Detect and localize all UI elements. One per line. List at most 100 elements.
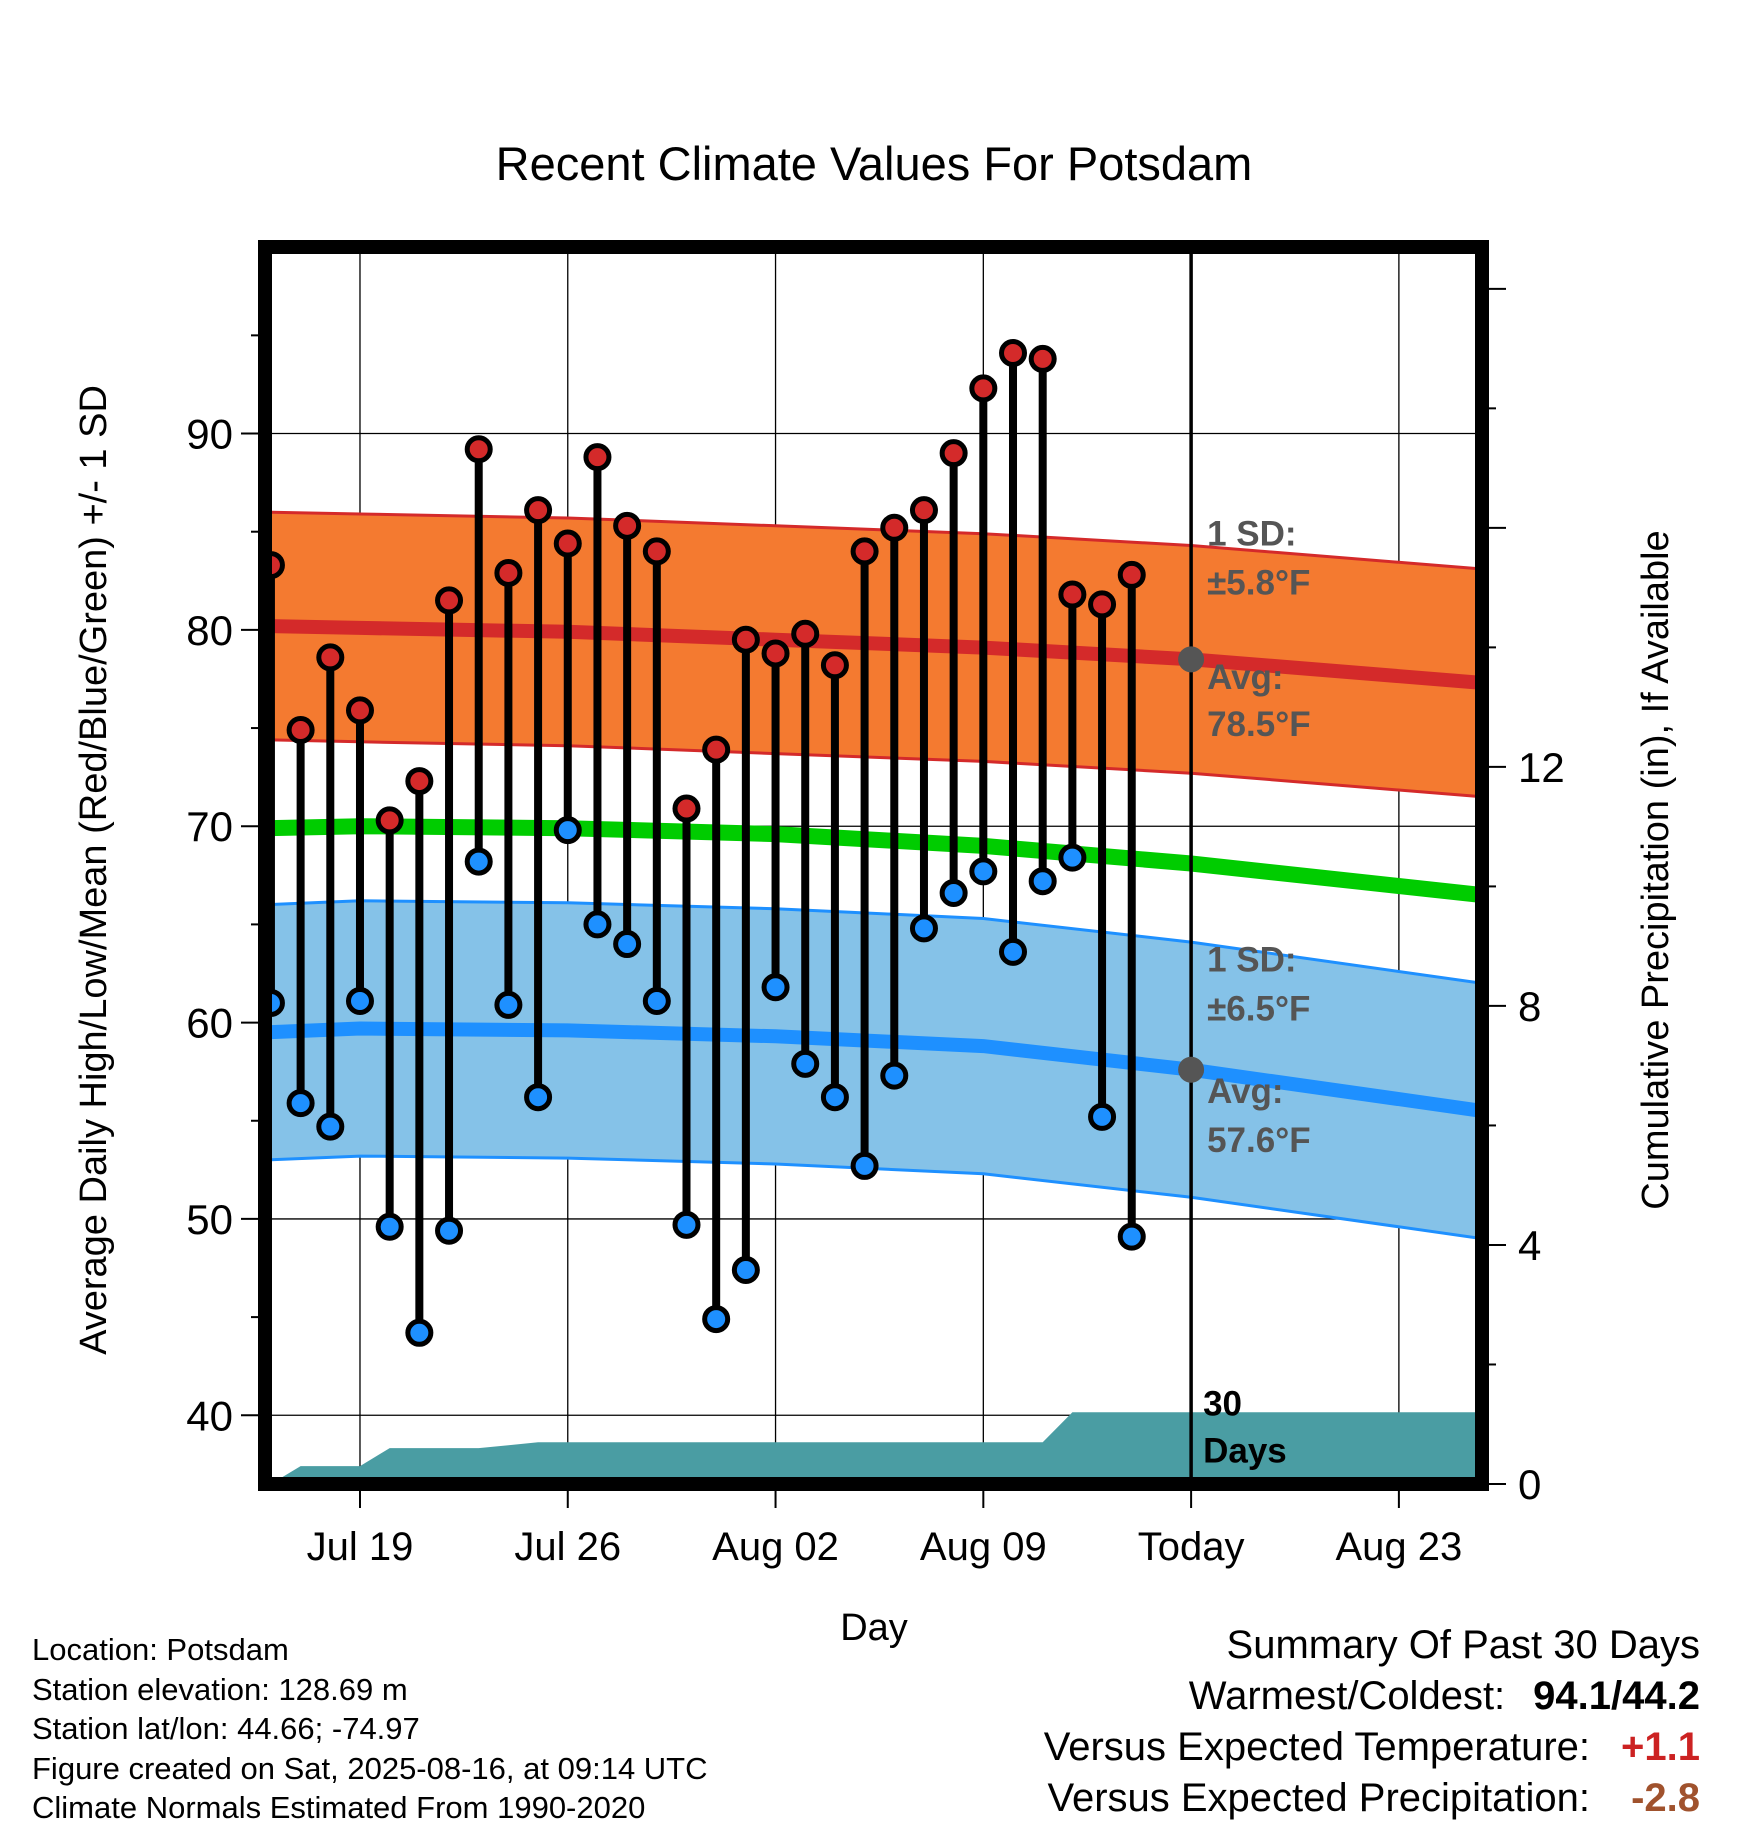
info-normals: Climate Normals Estimated From 1990-2020 <box>32 1790 646 1825</box>
high-point <box>702 735 731 764</box>
summary-precip-value: -2.8 <box>1631 1776 1700 1820</box>
window-label-days: Days <box>1203 1431 1287 1470</box>
y-tick-label: 40 <box>186 1392 233 1439</box>
low-point <box>702 1305 731 1334</box>
low-point <box>553 816 582 845</box>
summary-temp-label: Versus Expected Temperature: <box>1043 1725 1590 1769</box>
x-tick-label: Jul 19 <box>307 1525 414 1569</box>
low-point <box>405 1318 434 1347</box>
y2-axis-label: Cumulative Precipitation (in), If Availa… <box>1635 530 1677 1209</box>
high-point <box>880 513 909 542</box>
high-point <box>583 443 612 472</box>
normal-low-band <box>265 900 1482 1239</box>
high-point <box>345 696 374 725</box>
y2-tick-label: 0 <box>1518 1461 1541 1508</box>
low-point <box>642 986 671 1015</box>
low-point <box>375 1212 404 1241</box>
high-point <box>405 767 434 796</box>
info-elevation: Station elevation: 128.69 m <box>32 1671 408 1707</box>
low-point <box>1150 0 1173 12</box>
today-low-avg-marker <box>1178 1056 1205 1083</box>
x-tick-label: Aug 02 <box>712 1525 839 1569</box>
summary-panel: Summary Of Past 30 Days Warmest/Coldest:… <box>1044 1620 1700 1824</box>
low-point <box>999 937 1028 966</box>
low-avg-value: 57.6°F <box>1207 1121 1311 1160</box>
high-point <box>642 537 671 566</box>
low-point <box>1028 867 1057 896</box>
y-tick-label: 50 <box>186 1196 233 1243</box>
low-point <box>286 1089 315 1118</box>
summary-temp-row: Versus Expected Temperature: +1.1 <box>1044 1722 1700 1773</box>
low-point <box>613 930 642 959</box>
window-label-number: 30 <box>1203 1384 1242 1423</box>
high-point <box>731 625 760 654</box>
high-point <box>1058 580 1087 609</box>
high-point <box>850 537 879 566</box>
low-point <box>435 1216 464 1245</box>
low-point <box>761 973 790 1002</box>
info-created: Figure created on Sat, 2025-08-16, at 09… <box>32 1750 708 1786</box>
y2-tick-label: 8 <box>1518 983 1541 1030</box>
y-tick-label: 80 <box>186 607 233 654</box>
plot-interior: 1 SD: ±5.8°F Avg: 78.5°F 1 SD: ±6.5°F Avg: 57.6… <box>265 0 1482 1484</box>
low-point <box>969 857 998 886</box>
today-high-avg-marker <box>1178 646 1205 673</box>
x-tick-label: Jul 26 <box>514 1525 621 1569</box>
high-avg-value: 78.5°F <box>1207 705 1311 744</box>
high-point <box>939 439 968 468</box>
plot-frame <box>258 240 1489 1491</box>
low-point <box>494 990 523 1019</box>
low-point <box>1088 1102 1117 1131</box>
high-point <box>999 339 1028 368</box>
high-point <box>672 794 701 823</box>
high-sd-label: 1 SD: <box>1207 514 1296 553</box>
summary-precip-row: Versus Expected Precipitation: -2.8 <box>1044 1773 1700 1824</box>
summary-temp-value: +1.1 <box>1621 1725 1700 1769</box>
high-point <box>1150 0 1173 12</box>
x-tick-label: Aug 09 <box>920 1525 1047 1569</box>
high-point <box>524 496 553 525</box>
high-sd-value: ±5.8°F <box>1207 564 1310 603</box>
info-latlon: Station lat/lon: 44.66; -74.97 <box>32 1711 420 1746</box>
low-point <box>583 910 612 939</box>
high-point <box>791 619 820 648</box>
x-axis-label: Day <box>840 1607 908 1649</box>
y-tick-label: 70 <box>186 803 233 850</box>
precip-area <box>270 1412 1482 1484</box>
x-tick-label: Aug 23 <box>1335 1525 1462 1569</box>
low-point <box>850 1151 879 1180</box>
summary-title: Summary Of Past 30 Days <box>1226 1623 1700 1667</box>
x-tick-label: Today <box>1138 1525 1245 1569</box>
info-location: Location: Potsdam <box>32 1632 289 1667</box>
station-info: Location: Potsdam Station elevation: 128… <box>32 1630 708 1828</box>
high-point <box>909 496 938 525</box>
y-tick-label: 60 <box>186 1000 233 1047</box>
high-point <box>435 586 464 615</box>
high-point <box>1117 560 1146 589</box>
y2-tick-label: 4 <box>1518 1222 1541 1269</box>
summary-warm-value: 94.1/44.2 <box>1533 1674 1700 1718</box>
low-point <box>524 1083 553 1112</box>
summary-precip-label: Versus Expected Precipitation: <box>1047 1776 1590 1820</box>
high-avg-label: Avg: <box>1207 658 1283 697</box>
low-point <box>1117 1222 1146 1251</box>
y2-tick-label: 12 <box>1518 744 1565 791</box>
high-point <box>820 651 849 680</box>
low-point <box>316 1112 345 1141</box>
high-point <box>613 511 642 540</box>
high-point <box>316 643 345 672</box>
chart-title: Recent Climate Values For Potsdam <box>496 137 1253 190</box>
high-point <box>1028 344 1057 373</box>
low-point <box>791 1049 820 1078</box>
summary-warm-row: Warmest/Coldest: 94.1/44.2 <box>1044 1671 1700 1722</box>
high-point <box>553 529 582 558</box>
low-point <box>731 1255 760 1284</box>
low-point <box>1058 843 1087 872</box>
summary-warm-label: Warmest/Coldest: <box>1188 1674 1506 1718</box>
low-point <box>820 1083 849 1112</box>
low-avg-label: Avg: <box>1207 1072 1283 1111</box>
high-point <box>969 374 998 403</box>
plot-area: 1 SD: ±5.8°F Avg: 78.5°F 1 SD: ±6.5°F Avg: 57.6… <box>186 0 1565 1569</box>
y-axis-label: Average Daily High/Low/Mean (Red/Blue/Gr… <box>73 385 115 1355</box>
